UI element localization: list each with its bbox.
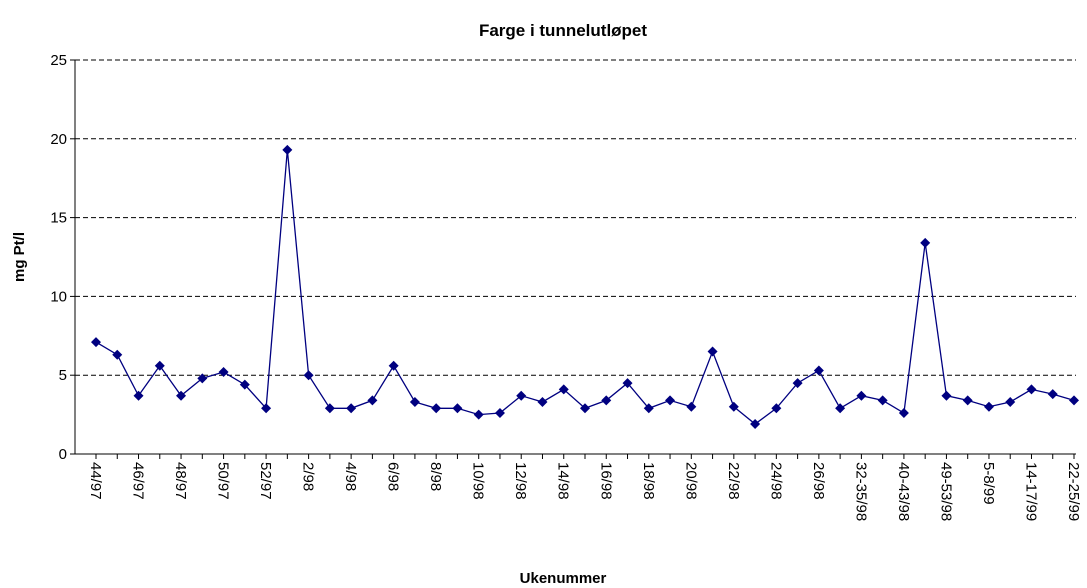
data-point [643, 403, 654, 414]
x-tick-label: 48/97 [172, 462, 189, 500]
data-point [154, 360, 165, 371]
y-axis-title: mg Pt/l [11, 232, 28, 282]
data-point [197, 373, 208, 384]
x-tick-label: 5-8/99 [980, 462, 997, 505]
x-tick-label: 24/98 [767, 462, 784, 500]
data-point [792, 378, 803, 389]
x-tick-label: 49-53/98 [937, 462, 954, 521]
y-tick-label: 20 [50, 131, 67, 148]
data-point [665, 395, 676, 406]
x-tick-label: 40-43/98 [895, 462, 912, 521]
data-point [580, 403, 590, 414]
data-point [898, 408, 909, 419]
data-point [622, 378, 633, 389]
data-point [324, 403, 335, 414]
data-point [920, 237, 931, 248]
data-point [409, 396, 420, 407]
x-tick-label: 12/98 [512, 462, 529, 500]
data-point [877, 395, 888, 406]
x-tick-label: 10/98 [470, 462, 487, 500]
x-axis-title: Ukenummer [520, 570, 607, 587]
y-tick-label: 15 [50, 210, 67, 227]
data-point [728, 401, 739, 412]
data-point [1047, 389, 1058, 400]
data-point [601, 395, 612, 406]
data-point [962, 395, 973, 406]
x-tick-label: 6/98 [385, 462, 402, 491]
x-tick-label: 4/98 [342, 462, 359, 491]
x-tick-label: 14-17/99 [1022, 462, 1039, 521]
data-point [494, 408, 505, 419]
x-tick-label: 32-35/98 [852, 462, 869, 521]
y-tick-label: 0 [59, 446, 67, 463]
chart-title: Farge i tunnelutløpet [479, 21, 647, 40]
data-point [282, 144, 293, 155]
data-point [346, 403, 357, 414]
data-point [707, 346, 718, 357]
x-tick-label: 22-25/99 [1065, 462, 1082, 521]
data-point [1069, 395, 1079, 406]
x-tick-label: 2/98 [300, 462, 317, 491]
x-tick-label: 20/98 [682, 462, 699, 500]
data-point [537, 396, 548, 407]
x-tick-label: 50/97 [215, 462, 232, 500]
x-tick-label: 46/97 [130, 462, 147, 500]
data-point [133, 390, 144, 401]
data-point [176, 390, 187, 401]
data-point [239, 379, 250, 390]
data-point [558, 384, 569, 395]
data-point [813, 365, 824, 376]
data-point [367, 395, 378, 406]
data-point [686, 401, 697, 412]
data-point [261, 403, 272, 414]
data-point [452, 403, 463, 414]
data-point [750, 419, 761, 430]
x-tick-label: 16/98 [597, 462, 614, 500]
x-tick-label: 44/97 [87, 462, 104, 500]
data-point [473, 409, 484, 420]
x-tick-label: 22/98 [725, 462, 742, 500]
data-point [1005, 396, 1016, 407]
data-point [218, 367, 229, 378]
data-point [771, 403, 782, 414]
data-point [516, 390, 527, 401]
data-point [856, 390, 867, 401]
data-point [1026, 384, 1037, 395]
data-point [835, 403, 846, 414]
y-tick-label: 25 [50, 52, 67, 69]
data-point [941, 390, 952, 401]
data-point [112, 349, 123, 360]
x-tick-label: 14/98 [555, 462, 572, 500]
data-point [983, 401, 994, 412]
x-tick-label: 26/98 [810, 462, 827, 500]
data-point [303, 370, 314, 381]
data-point [431, 403, 442, 414]
data-point [388, 360, 399, 371]
data-point [91, 337, 101, 348]
x-tick-label: 8/98 [427, 462, 444, 491]
y-tick-label: 5 [59, 367, 67, 384]
x-tick-label: 18/98 [640, 462, 657, 500]
x-tick-label: 52/97 [257, 462, 274, 500]
y-tick-label: 10 [50, 288, 67, 305]
